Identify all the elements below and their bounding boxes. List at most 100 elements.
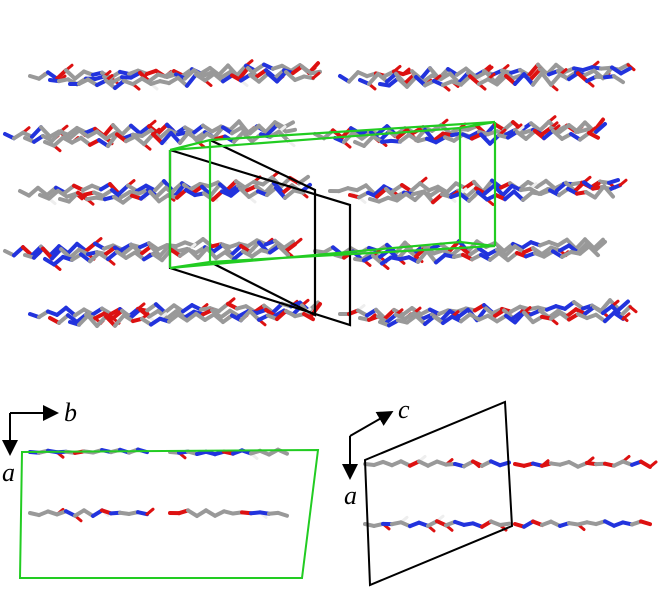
bond: [439, 309, 452, 323]
bond: [612, 74, 625, 85]
bond: [612, 310, 625, 321]
bond: [149, 244, 162, 258]
bond: [292, 188, 305, 195]
bond: [158, 243, 171, 258]
bond: [465, 186, 478, 199]
bond: [617, 299, 630, 312]
cell-edge: [209, 139, 317, 317]
bond: [64, 68, 77, 81]
bond: [617, 62, 630, 72]
axis-label: b: [64, 398, 77, 427]
bond: [551, 128, 564, 141]
bond: [88, 251, 101, 264]
bond: [30, 125, 43, 139]
cell-projection: [363, 400, 514, 587]
bond: [467, 190, 480, 203]
bond: [513, 72, 526, 86]
bond: [527, 62, 540, 78]
bond: [52, 135, 65, 148]
bond: [156, 122, 169, 136]
molecules: [3, 59, 658, 533]
bond: [154, 302, 167, 315]
bond: [405, 74, 418, 89]
bond: [277, 244, 290, 258]
bond: [160, 130, 173, 146]
bond: [239, 309, 252, 323]
bond: [367, 71, 380, 86]
bond: [228, 119, 241, 133]
bond: [403, 72, 416, 86]
bond: [106, 132, 119, 148]
bond: [66, 241, 79, 256]
bond: [148, 189, 161, 204]
bond: [142, 132, 155, 147]
bond: [610, 304, 623, 318]
bond: [362, 134, 375, 148]
bond: [237, 66, 250, 82]
bond: [50, 129, 63, 143]
bond: [238, 186, 251, 199]
bond: [246, 66, 259, 79]
bond: [77, 313, 90, 327]
bond: [479, 132, 492, 146]
bond: [302, 312, 315, 322]
bond: [86, 313, 99, 328]
bond: [621, 312, 631, 321]
bond: [493, 70, 506, 84]
bond: [457, 70, 470, 85]
bond: [212, 125, 225, 140]
bond: [293, 237, 303, 246]
bond: [504, 73, 517, 86]
bond: [607, 178, 620, 185]
bond: [145, 507, 155, 516]
bond: [422, 189, 435, 205]
bond: [113, 313, 126, 328]
bond: [275, 309, 288, 321]
bond: [178, 129, 191, 145]
bond: [602, 184, 615, 199]
bond: [248, 240, 261, 254]
bond: [95, 314, 108, 328]
bond: [512, 189, 525, 202]
bond: [221, 242, 234, 257]
bond: [639, 519, 652, 527]
bond: [196, 131, 209, 144]
bond: [284, 242, 297, 254]
bond: [117, 183, 130, 196]
bond: [347, 70, 360, 84]
bond: [12, 245, 25, 258]
bond: [111, 123, 124, 137]
bond: [522, 72, 535, 87]
bond: [230, 244, 243, 257]
cell-edge: [169, 240, 496, 270]
bond: [50, 247, 63, 261]
bond: [384, 186, 397, 200]
bond: [501, 183, 514, 198]
bond: [414, 313, 427, 327]
bond: [419, 66, 432, 81]
bond: [587, 244, 600, 258]
bond: [599, 298, 612, 313]
bond: [493, 240, 506, 254]
bond: [396, 76, 409, 89]
bond: [594, 121, 607, 134]
bond: [235, 63, 248, 78]
bond: [413, 189, 426, 203]
bond: [30, 244, 43, 258]
axis-label: a: [2, 458, 15, 487]
bond: [225, 179, 238, 193]
bond: [248, 309, 261, 322]
bond: [274, 185, 287, 200]
bond: [162, 179, 175, 194]
bond: [205, 246, 218, 261]
bond: [619, 304, 632, 318]
cell-projection: [18, 448, 320, 579]
bond: [513, 310, 526, 325]
bond: [504, 244, 517, 258]
bond: [374, 307, 387, 321]
bond: [592, 237, 605, 251]
bond: [593, 184, 606, 200]
bond: [271, 301, 284, 315]
bond: [67, 190, 80, 204]
bond: [275, 69, 288, 84]
